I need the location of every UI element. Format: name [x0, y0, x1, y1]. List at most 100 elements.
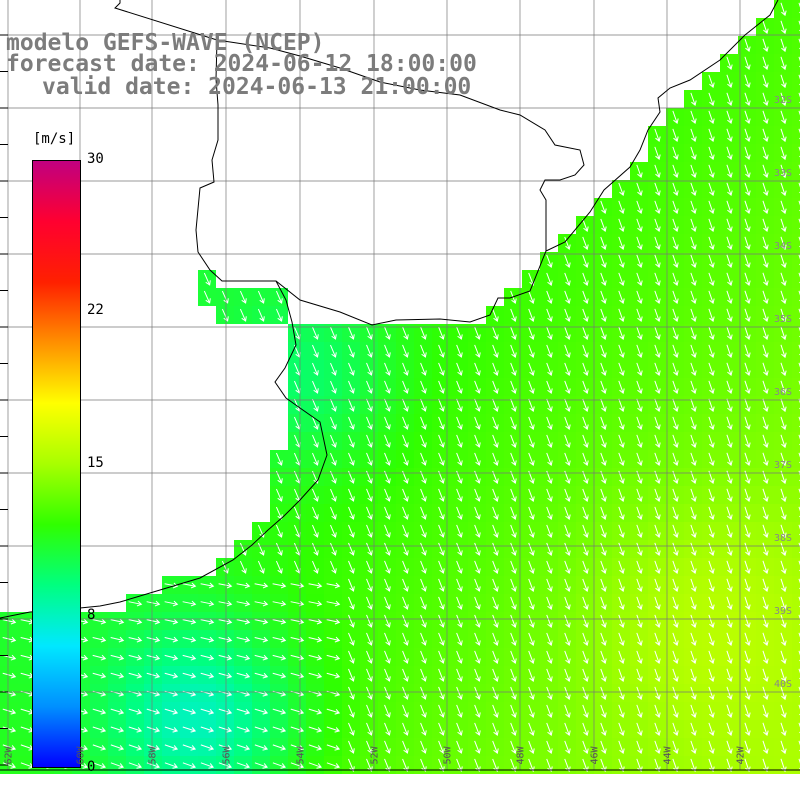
wind-arrow: [762, 362, 769, 377]
wind-arrow: [708, 596, 715, 611]
wind-cell: [792, 0, 800, 18]
wind-arrow: [726, 488, 733, 503]
wind-arrow: [636, 560, 643, 575]
wind-arrow: [474, 524, 481, 538]
wind-arrow: [456, 344, 463, 358]
wind-arrow: [600, 488, 607, 502]
wind-cell: [792, 288, 800, 306]
wind-arrow: [582, 308, 589, 322]
wind-arrow: [780, 218, 787, 233]
wind-arrow: [366, 596, 373, 610]
wind-arrow: [564, 290, 571, 304]
wind-arrow: [218, 762, 233, 769]
wind-arrow: [312, 344, 319, 358]
wind-arrow: [164, 618, 179, 625]
wind-arrow: [474, 380, 481, 394]
wind-arrow: [257, 290, 265, 304]
wind-arrow: [636, 200, 643, 215]
wind-arrow: [528, 596, 535, 610]
wind-arrow: [636, 182, 643, 197]
wind-arrow: [600, 308, 607, 322]
wind-arrow: [636, 452, 643, 467]
wind-arrow: [708, 560, 715, 575]
wind-arrow: [110, 654, 125, 661]
wind-arrow: [672, 452, 679, 467]
wind-arrow: [618, 308, 625, 323]
wind-arrow: [564, 308, 571, 322]
wind-arrow: [384, 488, 391, 502]
wind-arrow: [402, 488, 409, 502]
wind-arrow: [780, 182, 787, 197]
wind-arrow: [618, 434, 625, 449]
wind-arrow: [420, 362, 427, 376]
wind-arrow: [672, 686, 679, 701]
wind-arrow: [744, 56, 751, 71]
wind-arrow: [744, 506, 751, 521]
wind-arrow: [146, 726, 161, 733]
wind-arrow: [690, 722, 697, 737]
wind-arrow: [456, 524, 463, 538]
wind-arrow: [182, 708, 197, 715]
wind-arrow: [348, 398, 355, 412]
wind-arrow: [528, 650, 535, 664]
wind-arrow: [726, 146, 733, 161]
wind-arrow: [654, 560, 661, 575]
wind-arrow: [420, 740, 427, 754]
wind-arrow: [636, 164, 643, 179]
wind-arrow: [762, 128, 769, 143]
wind-arrow: [582, 758, 589, 772]
wind-arrow: [582, 488, 589, 502]
wind-arrow: [654, 236, 661, 251]
wind-arrow: [762, 740, 769, 755]
wind-arrow: [600, 542, 607, 556]
wind-arrow: [744, 650, 751, 665]
wind-arrow: [780, 74, 787, 89]
wind-arrow: [600, 758, 607, 772]
wind-arrow: [744, 488, 751, 503]
wind-arrow: [762, 704, 769, 719]
wind-arrow: [762, 506, 769, 521]
wind-arrow: [600, 596, 607, 610]
wind-arrow: [546, 704, 553, 718]
wind-arrow: [618, 578, 625, 593]
wind-arrow: [456, 686, 463, 700]
wind-arrow: [218, 600, 233, 607]
wind-arrow: [146, 744, 161, 751]
wind-arrow: [780, 614, 787, 629]
wind-arrow: [438, 434, 445, 448]
wind-arrow: [182, 582, 197, 589]
wind-arrow: [456, 596, 463, 610]
wind-arrow: [564, 506, 571, 520]
wind-arrow: [456, 650, 463, 664]
wind-arrow: [474, 578, 481, 592]
wind-arrow: [618, 704, 625, 719]
wind-arrow: [528, 488, 535, 502]
wind-arrow: [708, 290, 715, 305]
wind-arrow: [618, 254, 625, 269]
wind-arrow: [618, 614, 625, 629]
wind-arrow: [690, 578, 697, 593]
wind-arrow: [618, 686, 625, 701]
longitude-label: 48W: [515, 746, 527, 765]
wind-arrow: [618, 182, 625, 197]
wind-arrow: [636, 524, 643, 539]
wind-cell: [792, 504, 800, 522]
longitude-label: 54W: [295, 746, 307, 765]
wind-arrow: [92, 654, 107, 661]
wind-cell: [792, 594, 800, 612]
wind-cell: [792, 270, 800, 288]
wind-arrow: [762, 488, 769, 503]
wind-arrow: [546, 416, 553, 430]
wind-cell: [792, 324, 800, 342]
wind-arrow: [528, 686, 535, 700]
wind-arrow: [528, 506, 535, 520]
wind-arrow: [744, 326, 751, 341]
wind-arrow: [128, 654, 143, 661]
wind-arrow: [672, 524, 679, 539]
wind-arrow: [492, 542, 499, 556]
wind-arrow: [744, 668, 751, 683]
wind-arrow: [312, 524, 319, 538]
wind-arrow: [510, 434, 517, 448]
wind-arrow: [636, 380, 643, 395]
wind-arrow: [492, 398, 499, 412]
